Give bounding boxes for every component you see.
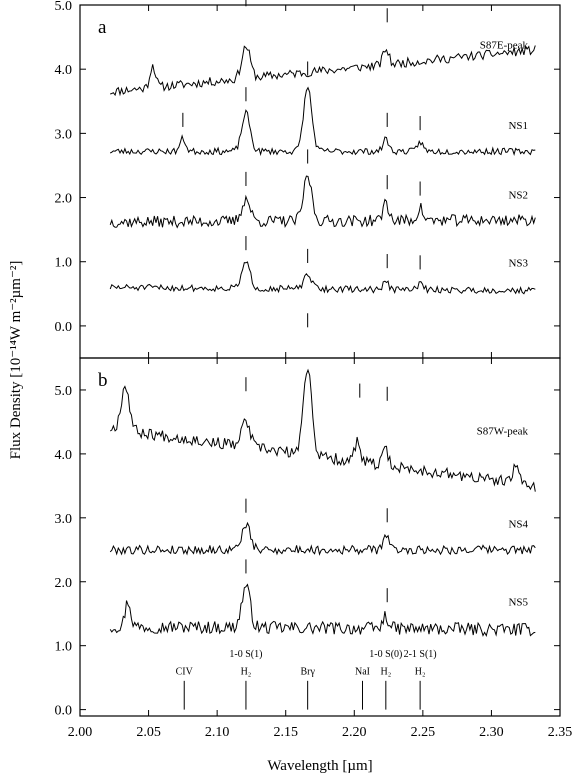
x-tick-label: 2.15	[273, 725, 298, 740]
spectrum-line-ns4	[109, 521, 536, 556]
series-label: NS3	[508, 258, 528, 270]
x-axis-title: Wavelength [µm]	[267, 758, 372, 774]
y-tick-label: 3.0	[55, 127, 73, 142]
line-id-label: 2-1 S(1)	[404, 649, 437, 660]
x-tick-label: 2.05	[136, 725, 161, 740]
spectrum-line-s87e-peak	[110, 45, 536, 97]
y-tick-label: 2.0	[55, 192, 73, 207]
y-axis-title: Flux Density [10⁻¹⁴W m⁻²µm⁻²]	[8, 261, 24, 460]
spectrum-line-ns1	[109, 86, 536, 157]
series-label: NS1	[508, 120, 528, 132]
line-id-sublabel: H₂	[380, 666, 391, 677]
panel-a: 0.0 1.0 2.0 3.0 4.0 5.0 a S87E-peak NS1 NS2 NS3	[55, 0, 561, 359]
line-id-sublabel: H₂	[415, 666, 426, 677]
panel-b: 0.0 1.0 2.0 3.0 4.0 5.0 2.00 2.05 2.10 2.15 2.20 2.…	[55, 313, 573, 740]
line-id-label: 1-0 S(0)	[369, 649, 402, 660]
y-tick-label: 0.0	[55, 320, 73, 335]
y-tick-label: 5.0	[55, 0, 73, 14]
y-tick-label: 1.0	[55, 640, 73, 655]
panel-letter: a	[98, 17, 107, 38]
spectrum-line-ns3	[109, 261, 536, 295]
line-id-label: Brγ	[300, 666, 315, 677]
x-tick-label: 2.20	[342, 725, 367, 740]
x-tick-label: 2.00	[68, 725, 93, 740]
panel-letter: b	[98, 370, 108, 391]
line-id-label: CIV	[176, 666, 194, 677]
panel-frame	[79, 357, 561, 717]
y-tick-label: 4.0	[55, 448, 73, 463]
y-tick-label: 1.0	[55, 256, 73, 271]
y-tick-label: 0.0	[55, 704, 73, 719]
x-tick-label: 2.30	[479, 725, 504, 740]
y-tick-label: 3.0	[55, 512, 73, 527]
y-tick-label: 2.0	[55, 576, 73, 591]
x-tick-label: 2.35	[548, 725, 573, 740]
spectrum-line-ns5	[109, 583, 536, 637]
series-label: S87E-peak	[480, 39, 529, 51]
series-label: NS4	[508, 518, 528, 530]
y-tick-label: 5.0	[55, 384, 73, 399]
series-label: S87W-peak	[477, 426, 529, 438]
panel-frame	[79, 4, 561, 359]
series-label: NS5	[508, 597, 528, 609]
line-id-label: NaI	[355, 666, 370, 677]
series-label: NS2	[508, 190, 528, 202]
line-id-label: 1-0 S(1)	[229, 649, 262, 660]
spectrum-line-s87w-peak	[109, 368, 536, 492]
y-tick-label: 4.0	[55, 63, 73, 78]
spectrum-line-ns2	[109, 175, 536, 229]
x-tick-label: 2.10	[205, 725, 230, 740]
line-id-sublabel: H₂	[241, 666, 252, 677]
x-tick-label: 2.25	[411, 725, 436, 740]
